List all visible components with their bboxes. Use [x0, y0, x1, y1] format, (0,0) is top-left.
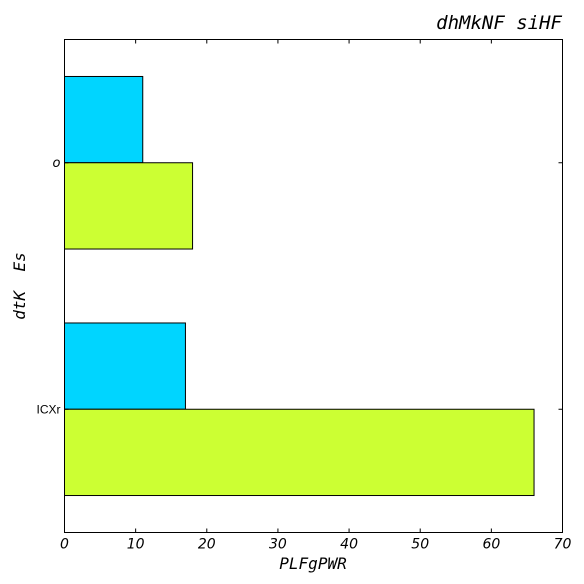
x-axis-label: PLFgPWR — [279, 554, 346, 573]
x-tick-label: 20 — [198, 537, 216, 553]
x-tick-label: 10 — [127, 537, 145, 553]
chart-title: dhMkNF siHF — [436, 12, 562, 34]
x-tick-label: 50 — [411, 537, 429, 553]
plot-frame — [64, 39, 563, 533]
y-tick-label: ICXr — [37, 402, 61, 416]
x-tick-label: 60 — [482, 537, 500, 553]
bar-icxr-series-1 — [64, 322, 186, 410]
y-tick-label: o — [53, 156, 61, 171]
ticks-group: 0 10 20 30 40 50 60 70 o ICXr — [37, 39, 572, 553]
bar-o-series-1 — [64, 75, 144, 164]
bars-group — [64, 75, 535, 497]
y-axis-label: dtK Es — [10, 252, 29, 319]
x-tick-label: 40 — [340, 537, 358, 553]
bar-o-series-2 — [64, 162, 194, 250]
bar-icxr-series-2 — [64, 408, 535, 497]
x-tick-label: 0 — [60, 537, 69, 553]
x-tick-label: 70 — [554, 537, 572, 553]
x-tick-label: 30 — [269, 537, 287, 553]
